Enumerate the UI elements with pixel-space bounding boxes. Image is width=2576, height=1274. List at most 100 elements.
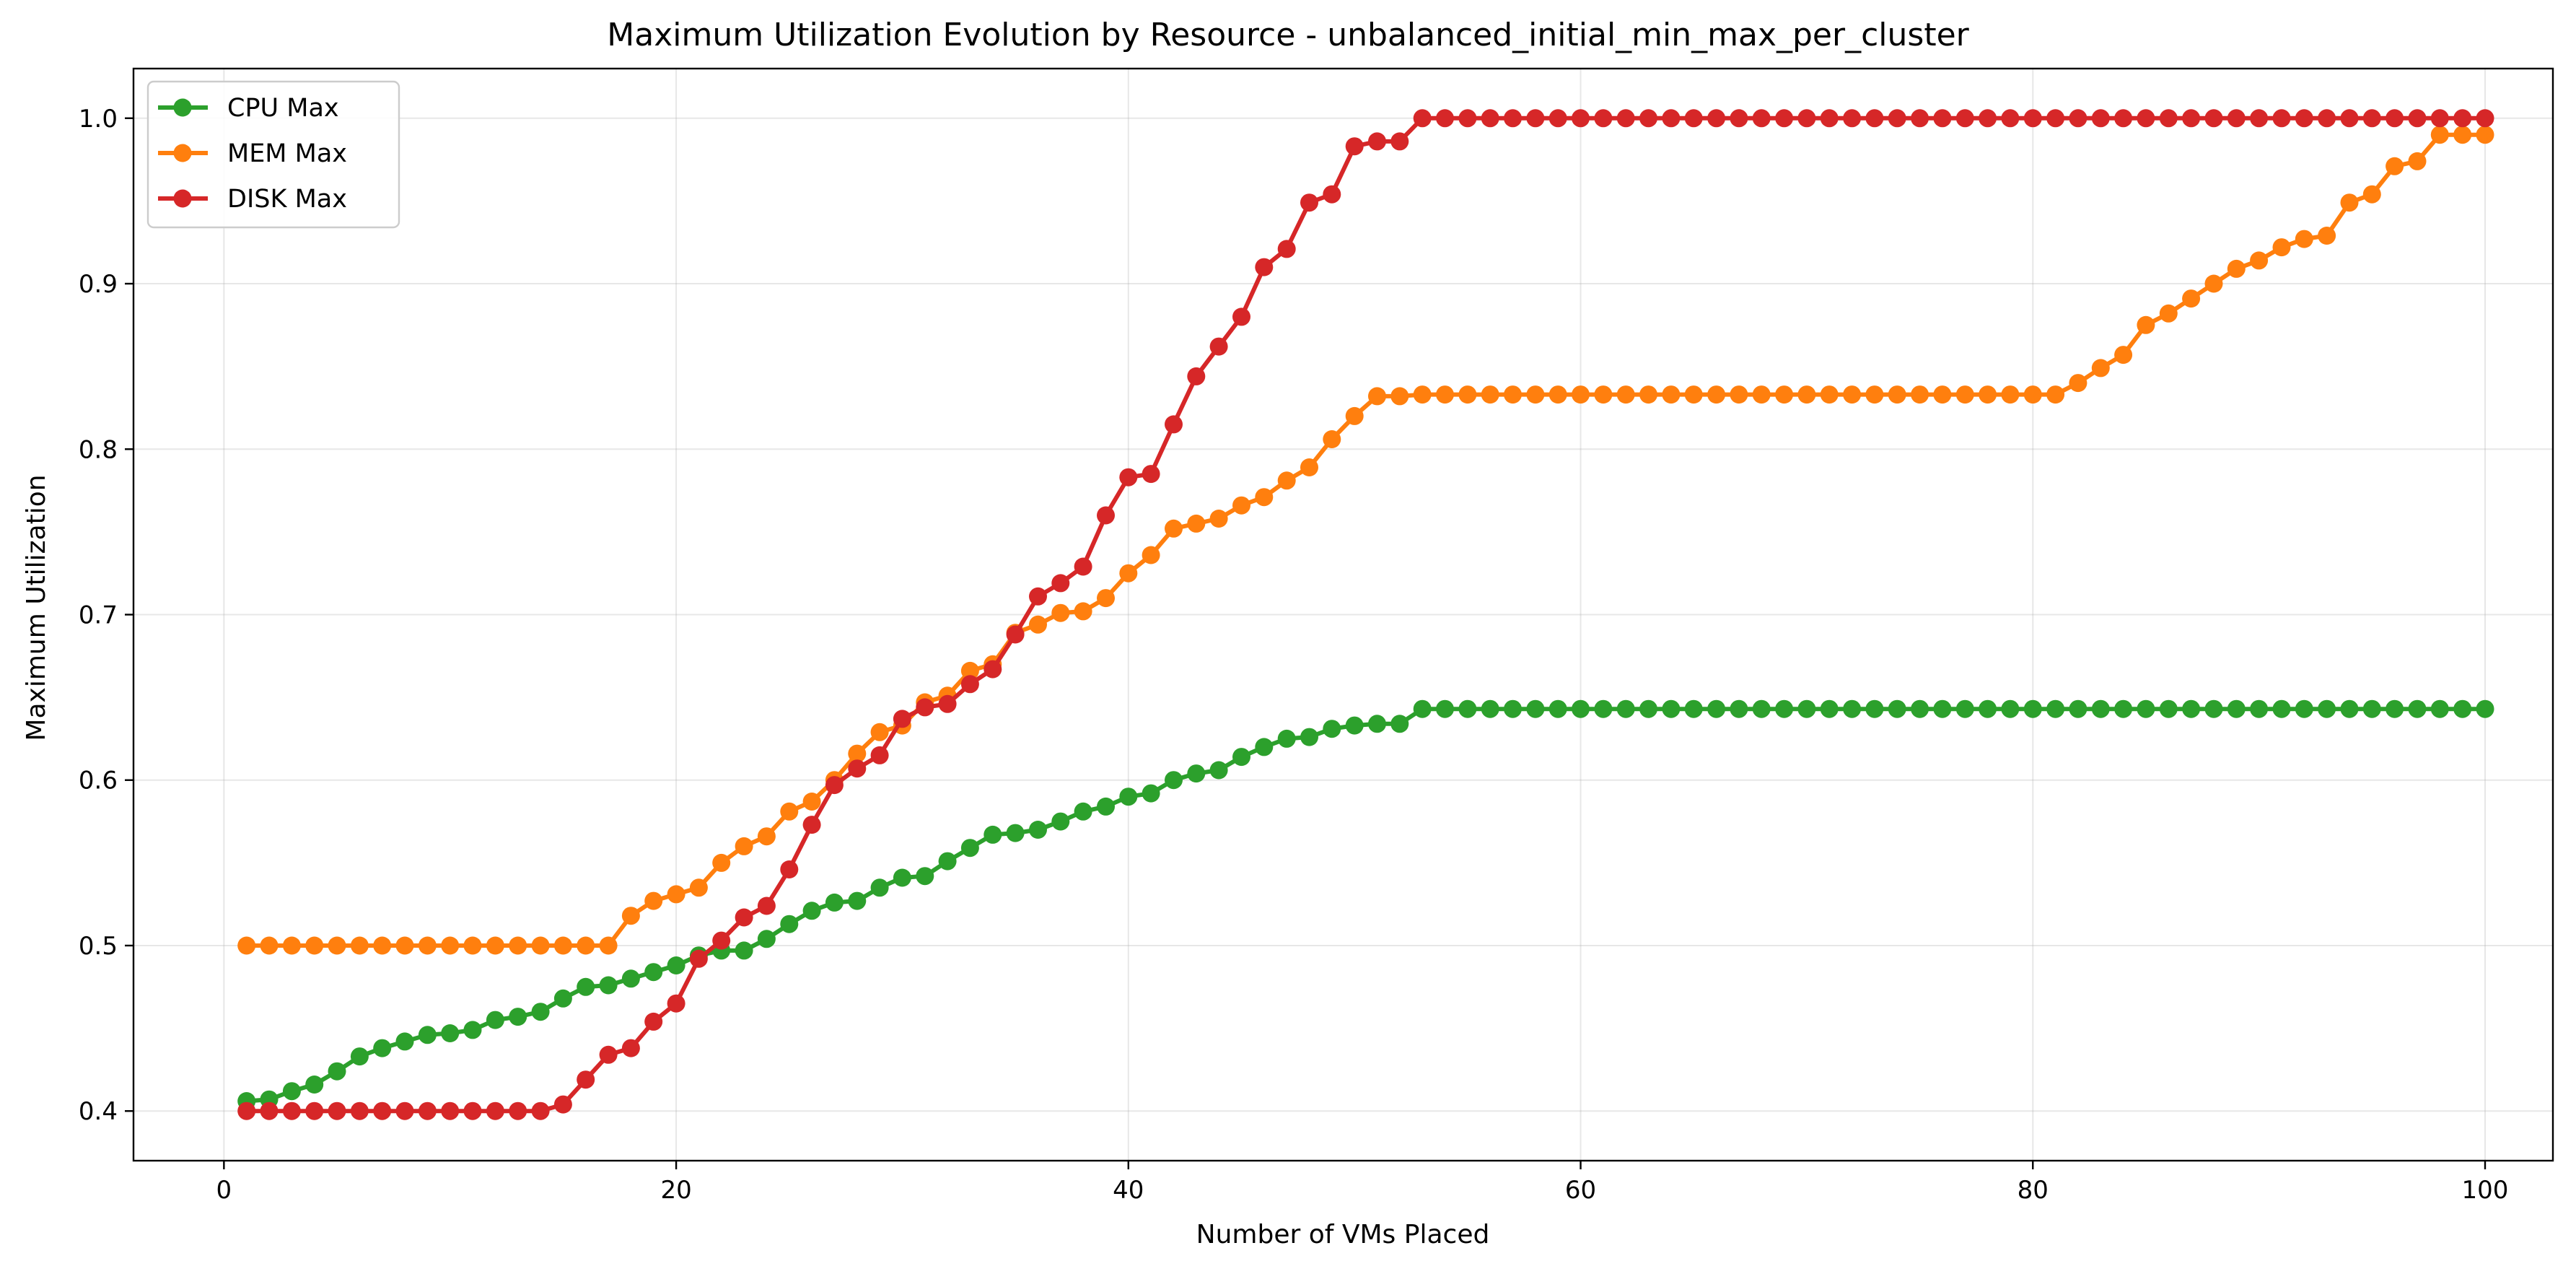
data-point-mem-max bbox=[2408, 152, 2427, 170]
data-point-cpu-max bbox=[2318, 699, 2336, 718]
data-point-disk-max bbox=[1368, 132, 1386, 151]
legend-label: DISK Max bbox=[227, 185, 347, 214]
data-point-cpu-max bbox=[2182, 699, 2201, 718]
data-point-cpu-max bbox=[2295, 699, 2313, 718]
data-point-cpu-max bbox=[2227, 699, 2246, 718]
data-point-cpu-max bbox=[2250, 699, 2269, 718]
data-point-disk-max bbox=[282, 1101, 301, 1120]
data-point-mem-max bbox=[2250, 251, 2269, 270]
data-point-disk-max bbox=[1165, 415, 1183, 434]
legend-marker bbox=[173, 189, 192, 208]
data-point-disk-max bbox=[418, 1101, 437, 1120]
data-point-disk-max bbox=[2023, 109, 2042, 128]
data-point-mem-max bbox=[2340, 193, 2359, 212]
data-point-cpu-max bbox=[1752, 699, 1771, 718]
series-disk-max bbox=[237, 109, 2494, 1120]
data-point-disk-max bbox=[1911, 109, 1929, 128]
data-point-disk-max bbox=[916, 698, 934, 717]
data-point-disk-max bbox=[373, 1101, 392, 1120]
data-point-disk-max bbox=[305, 1101, 324, 1120]
data-point-disk-max bbox=[1458, 109, 1477, 128]
x-tick-label: 100 bbox=[2462, 1176, 2509, 1205]
data-point-disk-max bbox=[2159, 109, 2178, 128]
data-point-disk-max bbox=[2272, 109, 2291, 128]
data-point-cpu-max bbox=[1413, 699, 1432, 718]
x-tick-label: 0 bbox=[216, 1176, 232, 1205]
data-point-cpu-max bbox=[1616, 699, 1635, 718]
data-point-disk-max bbox=[553, 1095, 572, 1114]
data-point-mem-max bbox=[2272, 238, 2291, 257]
data-point-cpu-max bbox=[1119, 787, 1138, 806]
data-point-disk-max bbox=[2227, 109, 2246, 128]
y-tick-label: 1.0 bbox=[79, 105, 118, 134]
data-point-disk-max bbox=[2091, 109, 2110, 128]
data-point-mem-max bbox=[667, 885, 685, 904]
data-point-mem-max bbox=[1911, 385, 1929, 404]
data-point-cpu-max bbox=[1979, 699, 1997, 718]
data-point-disk-max bbox=[1097, 506, 1115, 525]
data-point-disk-max bbox=[2453, 109, 2472, 128]
data-point-mem-max bbox=[350, 936, 369, 955]
data-point-mem-max bbox=[1572, 385, 1590, 404]
data-point-mem-max bbox=[599, 936, 618, 955]
data-point-mem-max bbox=[1526, 385, 1545, 404]
data-point-disk-max bbox=[870, 746, 889, 764]
y-tick-label: 0.9 bbox=[79, 270, 118, 299]
data-point-mem-max bbox=[1255, 488, 1274, 507]
data-point-disk-max bbox=[983, 660, 1002, 679]
legend-item-disk-max: DISK Max bbox=[158, 185, 347, 214]
data-point-mem-max bbox=[2362, 185, 2381, 204]
data-point-mem-max bbox=[305, 936, 324, 955]
data-point-mem-max bbox=[1639, 385, 1657, 404]
data-point-mem-max bbox=[802, 793, 821, 811]
data-point-cpu-max bbox=[1051, 812, 1070, 831]
data-point-cpu-max bbox=[1730, 699, 1748, 718]
data-point-cpu-max bbox=[1639, 699, 1657, 718]
data-point-disk-max bbox=[1277, 240, 1296, 258]
data-point-cpu-max bbox=[395, 1032, 414, 1051]
data-point-disk-max bbox=[2046, 109, 2065, 128]
data-point-cpu-max bbox=[1142, 784, 1160, 803]
data-point-disk-max bbox=[2476, 109, 2494, 128]
data-point-disk-max bbox=[441, 1101, 460, 1120]
data-point-mem-max bbox=[1436, 385, 1454, 404]
data-point-disk-max bbox=[1888, 109, 1906, 128]
data-point-cpu-max bbox=[2023, 699, 2042, 718]
data-point-mem-max bbox=[1300, 458, 1318, 476]
data-point-cpu-max bbox=[305, 1076, 324, 1094]
data-point-cpu-max bbox=[1548, 699, 1567, 718]
data-point-mem-max bbox=[1165, 519, 1183, 538]
data-point-mem-max bbox=[1775, 385, 1794, 404]
data-point-disk-max bbox=[509, 1101, 527, 1120]
data-point-cpu-max bbox=[1481, 699, 1499, 718]
data-point-cpu-max bbox=[1888, 699, 1906, 718]
data-point-mem-max bbox=[2114, 346, 2133, 365]
data-point-cpu-max bbox=[2001, 699, 2020, 718]
data-point-cpu-max bbox=[531, 1003, 550, 1021]
data-point-disk-max bbox=[1820, 109, 1839, 128]
data-point-disk-max bbox=[712, 931, 731, 950]
data-point-mem-max bbox=[553, 936, 572, 955]
data-point-mem-max bbox=[1616, 385, 1635, 404]
data-point-disk-max bbox=[2295, 109, 2313, 128]
data-point-mem-max bbox=[1752, 385, 1771, 404]
data-point-cpu-max bbox=[1074, 802, 1092, 821]
data-point-mem-max bbox=[2001, 385, 2020, 404]
data-point-disk-max bbox=[350, 1101, 369, 1120]
data-point-cpu-max bbox=[983, 825, 1002, 844]
data-point-cpu-max bbox=[825, 893, 844, 912]
data-point-cpu-max bbox=[1458, 699, 1477, 718]
data-point-mem-max bbox=[960, 661, 979, 680]
data-point-cpu-max bbox=[2408, 699, 2427, 718]
data-point-cpu-max bbox=[2476, 699, 2494, 718]
data-point-mem-max bbox=[1209, 510, 1228, 528]
data-point-mem-max bbox=[1865, 385, 1884, 404]
data-point-mem-max bbox=[757, 827, 776, 846]
data-point-disk-max bbox=[1029, 587, 1047, 606]
data-point-cpu-max bbox=[1345, 716, 1364, 735]
y-tick-label: 0.5 bbox=[79, 932, 118, 961]
data-point-mem-max bbox=[2227, 259, 2246, 278]
chart-title: Maximum Utilization Evolution by Resourc… bbox=[607, 17, 1969, 53]
data-point-mem-max bbox=[1029, 615, 1047, 634]
data-point-cpu-max bbox=[373, 1039, 392, 1057]
